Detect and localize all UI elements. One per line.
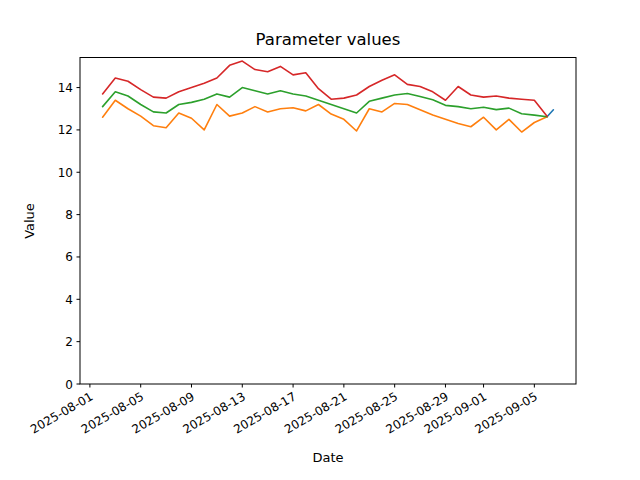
- y-axis-label: Value: [22, 192, 38, 250]
- series-line-blue: [547, 110, 553, 117]
- y-tick-label: 14: [58, 81, 73, 95]
- line-chart-plot: 024681012142025-08-012025-08-052025-08-0…: [0, 0, 640, 480]
- x-axis-label: Date: [80, 450, 576, 465]
- chart-title: Parameter values: [80, 30, 576, 50]
- plot-border: [80, 58, 576, 385]
- y-tick-label: 10: [58, 166, 73, 180]
- y-tick-label: 12: [58, 123, 73, 137]
- y-tick-label: 6: [65, 250, 73, 264]
- y-tick-label: 0: [65, 378, 73, 392]
- y-tick-label: 4: [65, 293, 73, 307]
- series-line-green: [103, 88, 547, 117]
- figure: 024681012142025-08-012025-08-052025-08-0…: [0, 0, 640, 480]
- y-tick-label: 2: [65, 335, 73, 349]
- series-line-orange: [103, 100, 547, 132]
- y-tick-label: 8: [65, 208, 73, 222]
